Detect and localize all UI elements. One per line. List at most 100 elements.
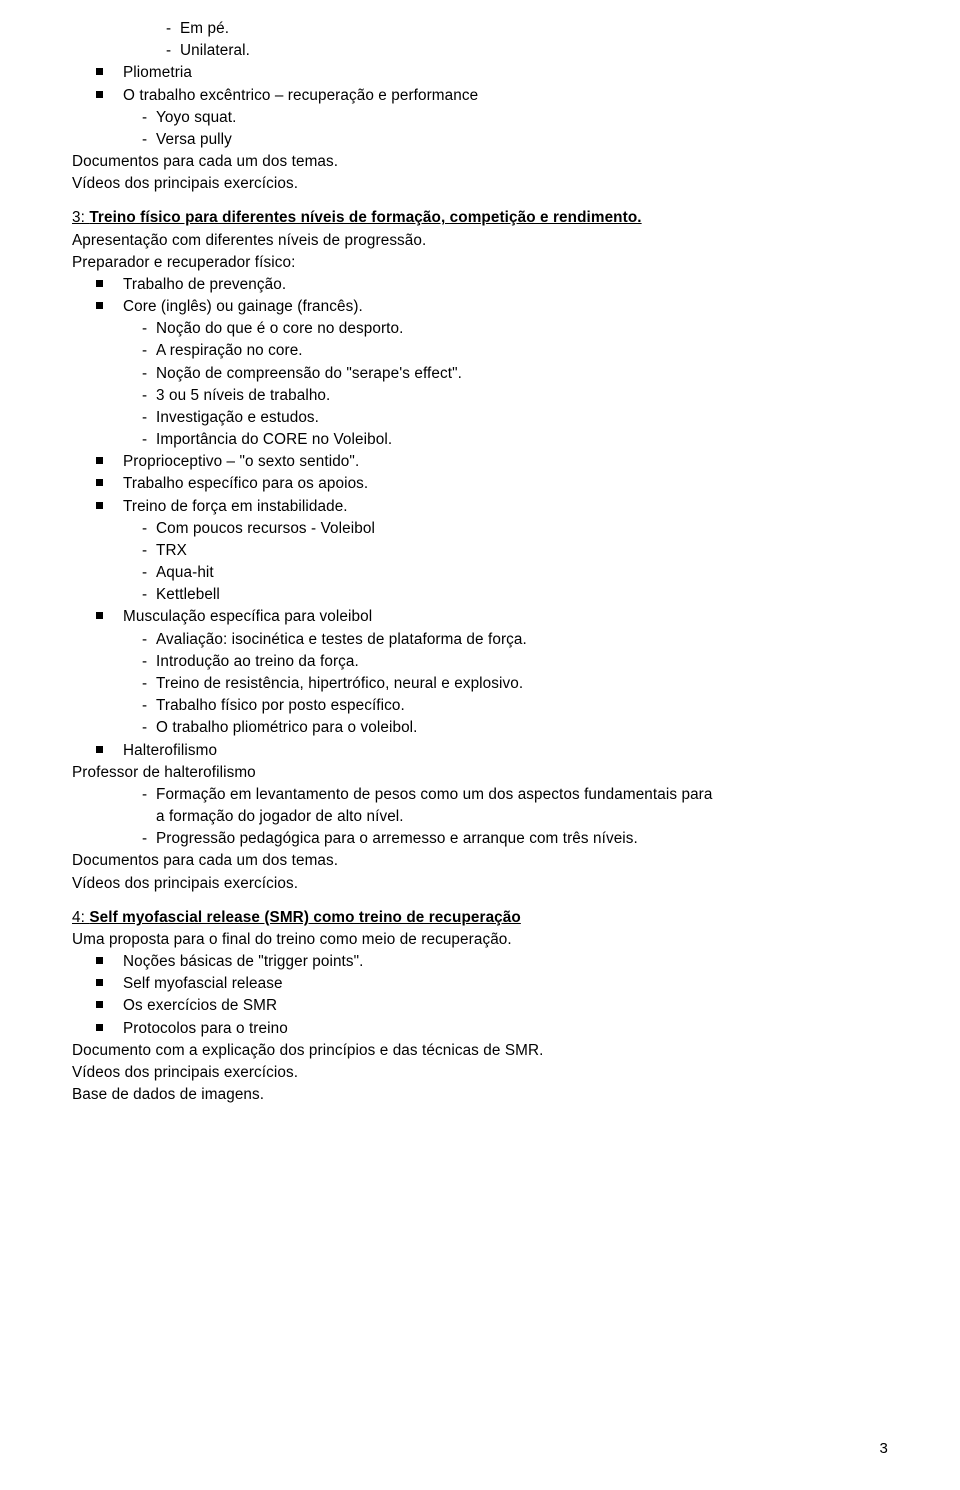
text: a formação do jogador de alto nível. — [156, 808, 404, 825]
list-dash: Em pé. — [72, 18, 888, 40]
list-dash: Introdução ao treino da força. — [72, 651, 888, 673]
list-dash: Treino de resistência, hipertrófico, neu… — [72, 673, 888, 695]
text: Unilateral. — [180, 42, 250, 59]
square-bullet-icon — [96, 91, 103, 98]
list-dash: Unilateral. — [72, 40, 888, 62]
list-item-sq: Os exercícios de SMR — [72, 995, 888, 1017]
list-dash: A respiração no core. — [72, 340, 888, 362]
square-bullet-icon — [96, 479, 103, 486]
list-item-sq: Trabalho específico para os apoios. — [72, 473, 888, 495]
list-item-sq: Musculação específica para voleibol — [72, 606, 888, 628]
page-number: 3 — [880, 1438, 888, 1460]
paragraph: Documentos para cada um dos temas. — [72, 151, 888, 173]
paragraph: Base de dados de imagens. — [72, 1084, 888, 1106]
paragraph: Preparador e recuperador físico: — [72, 252, 888, 274]
list-dash: Avaliação: isocinética e testes de plata… — [72, 629, 888, 651]
paragraph: Documentos para cada um dos temas. — [72, 850, 888, 872]
text: Yoyo squat. — [156, 109, 236, 126]
text: Self myofascial release — [123, 975, 283, 992]
list-dash: Yoyo squat. — [72, 107, 888, 129]
text: 3 ou 5 níveis de trabalho. — [156, 387, 330, 404]
text: Versa pully — [156, 131, 232, 148]
text: Com poucos recursos - Voleibol — [156, 520, 375, 537]
paragraph: Uma proposta para o final do treino como… — [72, 929, 888, 951]
square-bullet-icon — [96, 502, 103, 509]
paragraph: Documento com a explicação dos princípio… — [72, 1040, 888, 1062]
text: Vídeos dos principais exercícios. — [72, 1064, 298, 1081]
section-heading-4: 4: Self myofascial release (SMR) como tr… — [72, 907, 888, 929]
list-dash: Versa pully — [72, 129, 888, 151]
text: Treino de força em instabilidade. — [123, 498, 348, 515]
list-item-sq: Treino de força em instabilidade. — [72, 496, 888, 518]
text: Introdução ao treino da força. — [156, 653, 359, 670]
text: Os exercícios de SMR — [123, 997, 277, 1014]
text: Documentos para cada um dos temas. — [72, 153, 338, 170]
square-bullet-icon — [96, 979, 103, 986]
square-bullet-icon — [96, 1024, 103, 1031]
list-dash: Importância do CORE no Voleibol. — [72, 429, 888, 451]
text: Core (inglês) ou gainage (francês). — [123, 298, 363, 315]
list-item-sq: Protocolos para o treino — [72, 1018, 888, 1040]
list-item-sq: Core (inglês) ou gainage (francês). — [72, 296, 888, 318]
text: Halterofilismo — [123, 742, 217, 759]
list-item-sq: Self myofascial release — [72, 973, 888, 995]
text: Pliometria — [123, 64, 192, 81]
list-item-sq: Noções básicas de "trigger points". — [72, 951, 888, 973]
list-dash: Noção de compreensão do "serape's effect… — [72, 363, 888, 385]
text: Base de dados de imagens. — [72, 1086, 264, 1103]
text: Proprioceptivo – "o sexto sentido". — [123, 453, 359, 470]
square-bullet-icon — [96, 280, 103, 287]
paragraph: Vídeos dos principais exercícios. — [72, 1062, 888, 1084]
heading-text: Treino físico para diferentes níveis de … — [89, 209, 641, 226]
list-item-sq: Halterofilismo — [72, 740, 888, 762]
text: Trabalho de prevenção. — [123, 276, 286, 293]
text: Professor de halterofilismo — [72, 764, 256, 781]
text: Formação em levantamento de pesos como u… — [156, 786, 712, 803]
list-dash: Trabalho físico por posto específico. — [72, 695, 888, 717]
text: Vídeos dos principais exercícios. — [72, 175, 298, 192]
square-bullet-icon — [96, 746, 103, 753]
list-item-sq: O trabalho excêntrico – recuperação e pe… — [72, 85, 888, 107]
list-dash: 3 ou 5 níveis de trabalho. — [72, 385, 888, 407]
text: Protocolos para o treino — [123, 1020, 288, 1037]
text: Importância do CORE no Voleibol. — [156, 431, 392, 448]
square-bullet-icon — [96, 1001, 103, 1008]
list-dash: Formação em levantamento de pesos como u… — [72, 784, 888, 806]
text: Musculação específica para voleibol — [123, 608, 372, 625]
text: Apresentação com diferentes níveis de pr… — [72, 232, 426, 249]
text: Trabalho específico para os apoios. — [123, 475, 368, 492]
square-bullet-icon — [96, 957, 103, 964]
document-page: Em pé. Unilateral. Pliometria O trabalho… — [0, 0, 960, 1490]
square-bullet-icon — [96, 302, 103, 309]
text: Noção de compreensão do "serape's effect… — [156, 365, 462, 382]
heading-text: Self myofascial release (SMR) como trein… — [89, 909, 521, 926]
text: 3 — [880, 1440, 888, 1457]
paragraph: Professor de halterofilismo — [72, 762, 888, 784]
text: O trabalho pliométrico para o voleibol. — [156, 719, 418, 736]
text: Em pé. — [180, 20, 229, 37]
square-bullet-icon — [96, 612, 103, 619]
list-item-sq: Trabalho de prevenção. — [72, 274, 888, 296]
text: Kettlebell — [156, 586, 220, 603]
list-dash: Investigação e estudos. — [72, 407, 888, 429]
list-dash: Com poucos recursos - Voleibol — [72, 518, 888, 540]
spacer — [72, 895, 888, 907]
text: Documento com a explicação dos princípio… — [72, 1042, 543, 1059]
heading-prefix: 4: — [72, 909, 89, 926]
square-bullet-icon — [96, 457, 103, 464]
list-dash: Kettlebell — [72, 584, 888, 606]
text: Preparador e recuperador físico: — [72, 254, 295, 271]
list-dash: Progressão pedagógica para o arremesso e… — [72, 828, 888, 850]
list-item-sq: Proprioceptivo – "o sexto sentido". — [72, 451, 888, 473]
text: O trabalho excêntrico – recuperação e pe… — [123, 87, 478, 104]
paragraph: Apresentação com diferentes níveis de pr… — [72, 230, 888, 252]
paragraph: Vídeos dos principais exercícios. — [72, 173, 888, 195]
text: Vídeos dos principais exercícios. — [72, 875, 298, 892]
text: A respiração no core. — [156, 342, 303, 359]
text: TRX — [156, 542, 187, 559]
list-item-sq: Pliometria — [72, 62, 888, 84]
text: Treino de resistência, hipertrófico, neu… — [156, 675, 523, 692]
text: Noção do que é o core no desporto. — [156, 320, 403, 337]
text: Avaliação: isocinética e testes de plata… — [156, 631, 527, 648]
square-bullet-icon — [96, 68, 103, 75]
